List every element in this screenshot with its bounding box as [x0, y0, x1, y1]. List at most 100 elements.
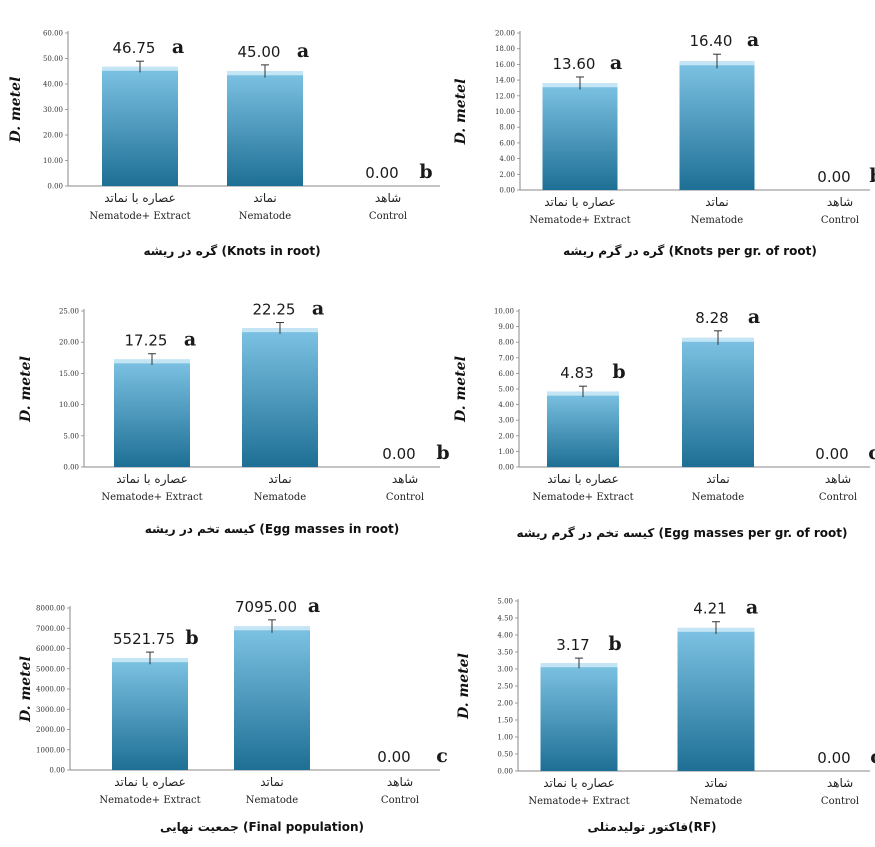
x-tick-label-fa: نماتد — [706, 472, 730, 486]
data-label: 0.00 — [815, 445, 848, 463]
data-label: 4.83 — [560, 364, 593, 382]
x-tick-label-fa: عصاره با نماتد — [116, 472, 188, 487]
significance-letter: b — [436, 442, 449, 464]
x-tick-label-en: Nematode — [246, 795, 299, 806]
x-tick-label-fa: شاهد — [825, 472, 851, 486]
significance-letter: a — [746, 597, 758, 619]
y-tick-label: 3000.00 — [36, 706, 65, 714]
y-tick-label: 4.00 — [498, 401, 514, 409]
y-tick-label: 0.00 — [498, 464, 514, 472]
y-tick-label: 4.50 — [497, 615, 513, 623]
y-tick-label: 1000.00 — [36, 746, 65, 754]
significance-letter: c — [870, 746, 875, 768]
y-tick-label: 4.00 — [499, 155, 515, 163]
chart-caption: فاکتور تولیدمثلی(RF) — [588, 820, 717, 835]
x-tick-label-fa: نماتد — [268, 472, 292, 486]
y-tick-label: 20.00 — [59, 339, 79, 347]
bar — [242, 328, 318, 467]
data-label: 0.00 — [377, 748, 410, 766]
y-tick-label: 20.00 — [43, 132, 63, 140]
y-axis-label: D. metel — [18, 656, 34, 723]
significance-letter: a — [172, 36, 184, 58]
x-tick-label-en: Nematode — [691, 215, 744, 226]
x-tick-label-en: Nematode+ Extract — [99, 795, 200, 806]
y-tick-label: 40.00 — [43, 81, 63, 89]
y-tick-label: 3.00 — [497, 666, 513, 674]
data-label: 0.00 — [382, 445, 415, 463]
x-tick-label-en: Control — [369, 211, 407, 222]
y-axis-label: D. metel — [18, 356, 34, 423]
y-tick-label: 6000.00 — [36, 645, 65, 653]
bar — [682, 337, 754, 467]
chart-caption: کیسه تخم در گرم ریشه (Egg masses per gr.… — [516, 526, 847, 541]
y-tick-label: 3.50 — [497, 649, 513, 657]
x-tick-label-fa: شاهد — [392, 472, 418, 486]
data-label: 0.00 — [365, 164, 398, 182]
bar — [102, 66, 178, 186]
y-tick-label: 2.00 — [498, 432, 514, 440]
y-tick-label: 0.50 — [497, 751, 513, 759]
x-tick-label-en: Control — [821, 796, 859, 807]
y-tick-label: 0.00 — [49, 767, 65, 775]
y-tick-label: 7.00 — [498, 354, 514, 362]
y-tick-label: 4000.00 — [36, 686, 65, 694]
chart-panel-3: 0.00 5.00 10.00 15.00 20.00 25.00 D. metel 17.2… — [18, 298, 450, 536]
significance-letter: a — [748, 306, 760, 328]
x-tick-label-en: Nematode+ Extract — [532, 492, 633, 503]
x-tick-label-fa: نماتد — [260, 775, 284, 789]
x-tick-label-fa: عصاره با نماتد — [114, 775, 186, 790]
bar — [234, 626, 310, 770]
y-tick-label: 6.00 — [498, 370, 514, 378]
bar — [542, 83, 618, 190]
y-tick-label: 6.00 — [499, 139, 515, 147]
y-tick-label: 1.00 — [498, 448, 514, 456]
data-label: 7095.00 — [235, 598, 297, 616]
chart-panel-2: 0.00 2.00 4.00 6.00 8.00 10.00 12.00 14.00 16.00… — [453, 29, 875, 259]
y-tick-label: 7000.00 — [36, 625, 65, 633]
significance-letter: a — [184, 329, 196, 351]
x-tick-label-fa: عصاره با نماتد — [547, 472, 619, 487]
y-tick-label: 10.00 — [59, 401, 79, 409]
significance-letter: b — [869, 165, 875, 187]
y-tick-label: 25.00 — [59, 308, 79, 316]
y-tick-label: 5.00 — [497, 598, 513, 606]
x-tick-label-fa: نماتد — [704, 776, 728, 790]
x-tick-label-en: Nematode+ Extract — [101, 492, 202, 503]
y-tick-label: 8000.00 — [36, 605, 65, 613]
x-tick-label-fa: شاهد — [387, 775, 413, 789]
y-axis-label: D. metel — [8, 77, 24, 144]
y-tick-label: 50.00 — [43, 55, 63, 63]
chart-caption: جمعیت نهایی (Final population) — [160, 820, 364, 834]
data-label: 4.21 — [693, 600, 726, 618]
significance-letter: b — [612, 361, 625, 383]
y-tick-label: 16.00 — [495, 61, 515, 69]
chart-caption: گره در گرم ریشه (Knots per gr. of root) — [563, 244, 817, 259]
data-label: 0.00 — [817, 168, 850, 186]
x-tick-label-fa: شاهد — [827, 776, 853, 790]
y-tick-label: 8.00 — [498, 339, 514, 347]
y-tick-label: 5.00 — [63, 432, 79, 440]
data-label: 0.00 — [817, 749, 850, 767]
x-tick-label-fa: عصاره با نماتد — [543, 776, 615, 791]
y-tick-label: 15.00 — [59, 370, 79, 378]
data-label: 22.25 — [253, 301, 296, 319]
y-tick-label: 3.00 — [498, 417, 514, 425]
x-tick-label-en: Nematode+ Extract — [528, 796, 629, 807]
data-label: 45.00 — [238, 43, 281, 61]
y-tick-label: 0.00 — [499, 187, 515, 195]
x-tick-label-fa: شاهد — [375, 191, 401, 205]
bar — [112, 658, 188, 770]
y-tick-label: 0.00 — [47, 183, 63, 191]
data-label: 46.75 — [113, 39, 156, 57]
x-tick-label-en: Nematode — [690, 796, 743, 807]
x-tick-label-en: Nematode+ Extract — [89, 211, 190, 222]
chart-panel-1: 0.00 10.00 20.00 30.00 40.00 50.00 60.00 D. met… — [8, 30, 440, 258]
y-axis-label: D. metel — [456, 653, 472, 720]
data-label: 8.28 — [695, 309, 728, 327]
significance-letter: a — [610, 52, 622, 74]
bar — [540, 663, 618, 771]
y-tick-label: 2000.00 — [36, 726, 65, 734]
bar — [227, 71, 303, 186]
x-tick-label-en: Nematode — [239, 211, 292, 222]
y-tick-label: 4.00 — [497, 632, 513, 640]
